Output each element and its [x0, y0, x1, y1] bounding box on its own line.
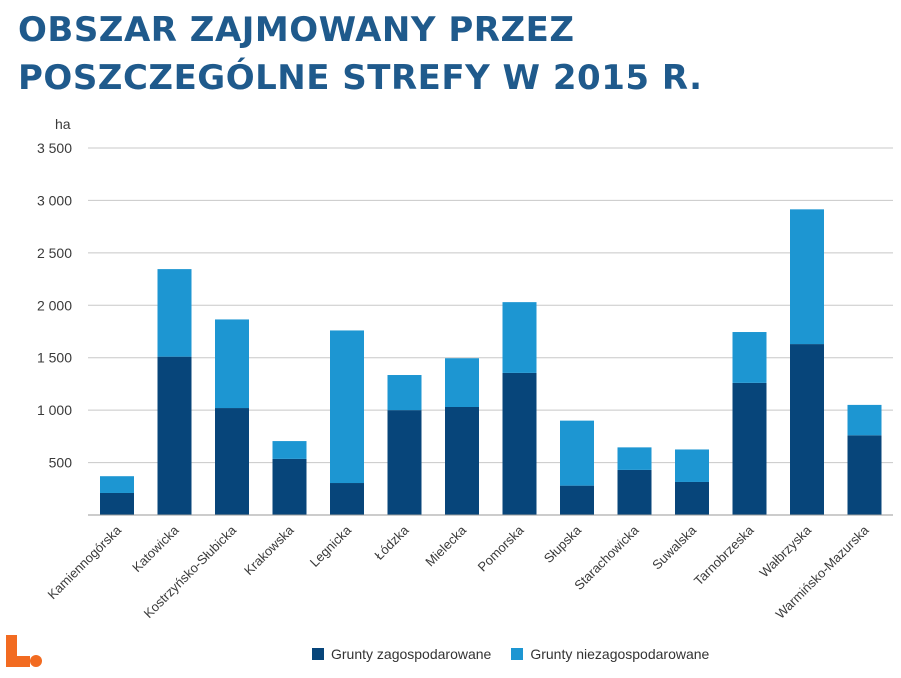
x-category-label: Suwalska — [649, 522, 699, 572]
y-tick-label: 2 500 — [37, 245, 72, 261]
bar-undeveloped — [675, 449, 709, 482]
x-category-label: Krakowska — [241, 522, 297, 578]
bar-undeveloped — [847, 404, 882, 436]
legend-swatch-undeveloped — [511, 648, 524, 660]
bar-undeveloped — [157, 269, 192, 357]
bar-developed — [617, 469, 652, 515]
x-category-label: Warmińsko-Mazurska — [772, 522, 872, 622]
y-tick-label: 500 — [49, 455, 73, 471]
bar-undeveloped — [100, 476, 134, 493]
bar-undeveloped — [617, 447, 652, 470]
x-category-label: Tarnobrzeska — [691, 522, 757, 588]
bars — [100, 209, 882, 515]
bar-developed — [502, 372, 537, 515]
y-axis-unit: ha — [55, 116, 71, 132]
x-category-label: Katowicka — [129, 522, 182, 575]
x-category-label: Słupska — [541, 522, 585, 566]
bar-developed — [445, 406, 479, 515]
bar-developed — [732, 382, 767, 515]
y-tick-label: 3 500 — [37, 140, 72, 156]
bar-developed — [790, 344, 824, 515]
bar-developed — [157, 356, 192, 515]
x-category-label: Łódzka — [371, 522, 412, 563]
y-axis-ticks: 500 1 000 1 500 2 000 2 500 3 000 3 500 — [37, 140, 72, 471]
bar-developed — [560, 485, 594, 515]
legend-label-undeveloped: Grunty niezagospodarowane — [530, 646, 710, 662]
bar-undeveloped — [272, 441, 307, 459]
x-category-label: Pomorska — [475, 522, 528, 575]
legend: Grunty zagospodarowane Grunty niezagospo… — [312, 646, 709, 662]
legend-label-developed: Grunty zagospodarowane — [331, 646, 492, 662]
bar-undeveloped — [330, 330, 364, 484]
x-category-label: Kamiennogórska — [45, 522, 125, 602]
legend-swatch-developed — [312, 648, 324, 660]
x-category-label: Mielecka — [422, 522, 469, 569]
bar-undeveloped — [502, 302, 537, 373]
chart-title: OBSZAR ZAJMOWANY PRZEZ POSZCZEGÓLNE STRE… — [18, 10, 703, 98]
brand-logo-icon — [6, 635, 42, 667]
bar-developed — [847, 435, 882, 515]
bar-undeveloped — [445, 358, 479, 407]
bar-undeveloped — [215, 319, 249, 409]
bar-developed — [215, 408, 249, 515]
y-tick-label: 1 500 — [37, 350, 72, 366]
bar-undeveloped — [732, 332, 767, 383]
bar-developed — [272, 458, 307, 515]
bar-developed — [100, 492, 134, 515]
x-category-label: Legnicka — [307, 522, 355, 570]
bar-developed — [387, 410, 422, 515]
y-tick-label: 3 000 — [37, 192, 72, 208]
legend-item-developed: Grunty zagospodarowane — [312, 646, 491, 662]
y-tick-label: 2 000 — [37, 297, 72, 313]
bar-undeveloped — [560, 420, 594, 486]
legend-item-undeveloped: Grunty niezagospodarowane — [511, 646, 709, 662]
gridlines — [88, 147, 893, 464]
bar-developed — [675, 481, 709, 515]
x-category-label: Wałbrzyska — [756, 522, 814, 580]
y-tick-label: 1 000 — [37, 402, 72, 418]
x-axis-labels: Kamiennogórska KatowickaKostrzyńsko-Słubi… — [45, 522, 873, 622]
bar-undeveloped — [790, 209, 824, 345]
bar-developed — [330, 483, 364, 515]
bar-undeveloped — [387, 375, 422, 411]
